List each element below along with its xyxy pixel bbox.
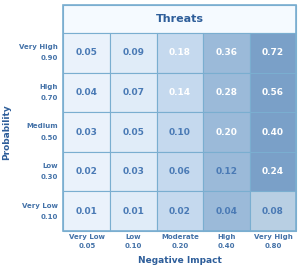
Bar — [64, 5, 296, 33]
Text: 0.06: 0.06 — [169, 167, 191, 176]
Bar — [157, 152, 203, 191]
Text: 0.30: 0.30 — [40, 174, 58, 180]
Bar — [203, 73, 250, 112]
Text: Low: Low — [125, 234, 141, 240]
Text: Moderate: Moderate — [161, 234, 199, 240]
Text: Medium: Medium — [26, 123, 58, 129]
Bar — [250, 33, 296, 73]
Text: 0.05: 0.05 — [122, 128, 144, 137]
Text: 0.05: 0.05 — [76, 48, 98, 57]
Bar — [157, 191, 203, 231]
Text: 0.10: 0.10 — [124, 243, 142, 249]
Text: Very High: Very High — [19, 44, 58, 50]
Text: High: High — [217, 234, 236, 240]
Bar — [64, 191, 110, 231]
Text: High: High — [40, 84, 58, 90]
Text: Probability: Probability — [2, 104, 11, 160]
Text: 0.72: 0.72 — [262, 48, 284, 57]
Text: 0.12: 0.12 — [215, 167, 237, 176]
Text: 0.18: 0.18 — [169, 48, 191, 57]
Text: Threats: Threats — [156, 14, 204, 24]
Bar — [203, 33, 250, 73]
Text: 0.36: 0.36 — [215, 48, 237, 57]
Bar — [64, 33, 110, 73]
Text: 0.40: 0.40 — [218, 243, 235, 249]
Bar — [203, 152, 250, 191]
Text: 0.04: 0.04 — [215, 207, 237, 216]
Text: 0.03: 0.03 — [122, 167, 144, 176]
Bar — [157, 33, 203, 73]
Text: 0.20: 0.20 — [171, 243, 188, 249]
Bar — [203, 191, 250, 231]
Bar — [64, 112, 110, 152]
Text: 0.20: 0.20 — [215, 128, 237, 137]
Text: 0.05: 0.05 — [78, 243, 95, 249]
Text: 0.04: 0.04 — [76, 88, 98, 97]
Text: 0.10: 0.10 — [40, 214, 58, 220]
Bar — [203, 112, 250, 152]
Text: 0.56: 0.56 — [262, 88, 284, 97]
Text: 0.07: 0.07 — [122, 88, 144, 97]
Bar — [250, 112, 296, 152]
Bar — [157, 112, 203, 152]
Text: Very Low: Very Low — [22, 203, 58, 209]
Bar — [110, 112, 157, 152]
Text: 0.90: 0.90 — [40, 55, 58, 61]
Text: 0.28: 0.28 — [215, 88, 237, 97]
Text: 0.40: 0.40 — [262, 128, 284, 137]
Bar — [110, 73, 157, 112]
Text: 0.80: 0.80 — [264, 243, 282, 249]
Text: 0.01: 0.01 — [76, 207, 98, 216]
Bar — [64, 73, 110, 112]
Bar — [110, 191, 157, 231]
Bar — [110, 152, 157, 191]
Text: Very High: Very High — [254, 234, 292, 240]
Text: 0.01: 0.01 — [122, 207, 144, 216]
Text: 0.10: 0.10 — [169, 128, 191, 137]
Text: 0.14: 0.14 — [169, 88, 191, 97]
Text: Low: Low — [42, 163, 58, 169]
Text: 0.50: 0.50 — [40, 135, 58, 141]
Text: 0.70: 0.70 — [40, 95, 58, 101]
Bar — [250, 73, 296, 112]
Text: 0.09: 0.09 — [122, 48, 144, 57]
Text: Negative Impact: Negative Impact — [138, 256, 222, 265]
Text: 0.03: 0.03 — [76, 128, 98, 137]
Text: 0.02: 0.02 — [169, 207, 191, 216]
Bar — [250, 152, 296, 191]
Bar — [64, 5, 296, 231]
Text: 0.02: 0.02 — [76, 167, 98, 176]
Bar — [157, 73, 203, 112]
Text: 0.08: 0.08 — [262, 207, 284, 216]
Bar — [110, 33, 157, 73]
Text: Very Low: Very Low — [69, 234, 105, 240]
Bar — [64, 152, 110, 191]
Text: 0.24: 0.24 — [262, 167, 284, 176]
Bar — [250, 191, 296, 231]
